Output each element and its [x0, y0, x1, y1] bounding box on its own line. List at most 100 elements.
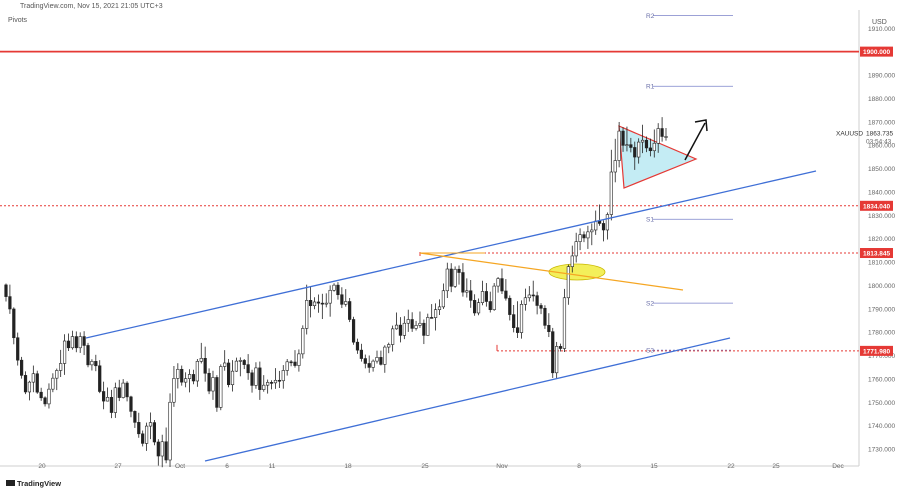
candle-body[interactable]: [152, 422, 157, 443]
candle-body[interactable]: [277, 379, 281, 382]
candle-body[interactable]: [488, 301, 492, 310]
candle-body[interactable]: [437, 306, 442, 310]
candle-body[interactable]: [523, 297, 528, 305]
candle-body[interactable]: [219, 366, 223, 408]
candle-body[interactable]: [238, 360, 242, 362]
candle-body[interactable]: [141, 433, 145, 444]
candle-body[interactable]: [371, 360, 375, 368]
candle-body[interactable]: [211, 377, 215, 392]
candle-body[interactable]: [230, 370, 235, 386]
candle-body[interactable]: [500, 278, 504, 292]
candle-body[interactable]: [109, 397, 114, 413]
candle-body[interactable]: [82, 336, 86, 346]
candle-body[interactable]: [133, 411, 137, 423]
candle-body[interactable]: [168, 401, 172, 461]
channel-upper-line[interactable]: [85, 170, 817, 339]
candle-body[interactable]: [16, 337, 20, 361]
candle-body[interactable]: [258, 367, 262, 390]
candle-body[interactable]: [74, 336, 78, 349]
candle-body[interactable]: [367, 363, 371, 368]
candle-body[interactable]: [625, 144, 629, 146]
channel-lower-line[interactable]: [204, 337, 731, 462]
candle-body[interactable]: [281, 370, 285, 382]
candle-body[interactable]: [582, 234, 586, 239]
candle-body[interactable]: [445, 268, 449, 292]
candle-body[interactable]: [102, 391, 106, 402]
candle-body[interactable]: [433, 309, 438, 318]
candle-body[interactable]: [144, 425, 149, 444]
candle-body[interactable]: [269, 382, 274, 384]
candle-body[interactable]: [137, 422, 141, 435]
candle-body[interactable]: [203, 358, 207, 374]
candle-body[interactable]: [473, 300, 477, 314]
candle-body[interactable]: [664, 136, 668, 138]
candle-body[interactable]: [285, 361, 289, 371]
candle-body[interactable]: [148, 422, 153, 427]
candle-body[interactable]: [297, 353, 301, 366]
candle-body[interactable]: [570, 255, 574, 267]
candle-body[interactable]: [476, 302, 481, 314]
candle-body[interactable]: [164, 441, 168, 461]
candle-body[interactable]: [574, 241, 578, 257]
candle-body[interactable]: [180, 368, 184, 383]
candle-body[interactable]: [519, 304, 524, 333]
candle-body[interactable]: [43, 397, 47, 405]
candle-body[interactable]: [273, 379, 278, 384]
candle-body[interactable]: [351, 319, 356, 343]
candle-body[interactable]: [344, 301, 348, 305]
candle-body[interactable]: [20, 359, 24, 376]
candle-body[interactable]: [527, 294, 531, 299]
candle-body[interactable]: [629, 144, 633, 148]
candle-body[interactable]: [496, 278, 500, 287]
candle-body[interactable]: [227, 362, 231, 386]
candle-body[interactable]: [348, 301, 352, 320]
candle-body[interactable]: [262, 384, 266, 390]
candle-body[interactable]: [121, 382, 125, 398]
candle-body[interactable]: [590, 229, 594, 233]
candle-body[interactable]: [660, 128, 664, 137]
candle-body[interactable]: [492, 285, 496, 310]
candle-body[interactable]: [461, 272, 465, 293]
candle-body[interactable]: [199, 358, 203, 362]
candle-body[interactable]: [207, 372, 211, 392]
candle-body[interactable]: [449, 268, 453, 287]
candle-body[interactable]: [480, 291, 485, 303]
candle-body[interactable]: [504, 290, 508, 299]
candle-body[interactable]: [484, 291, 488, 302]
candle-body[interactable]: [301, 328, 305, 355]
candle-body[interactable]: [551, 331, 555, 374]
candle-body[interactable]: [266, 382, 270, 386]
candle-body[interactable]: [59, 363, 63, 371]
candle-body[interactable]: [430, 317, 434, 319]
candle-body[interactable]: [515, 327, 520, 333]
price-axis[interactable]: 1730.000 1740.000 1750.000 1760.000 1770.000…: [868, 26, 895, 454]
candle-body[interactable]: [250, 372, 254, 386]
candle-body[interactable]: [117, 387, 121, 398]
candle-body[interactable]: [609, 171, 613, 215]
candle-body[interactable]: [8, 296, 12, 310]
candle-body[interactable]: [23, 375, 28, 393]
candle-body[interactable]: [223, 362, 227, 367]
candle-body[interactable]: [234, 360, 239, 372]
candle-body[interactable]: [543, 307, 547, 326]
candle-body[interactable]: [195, 361, 199, 382]
candle-body[interactable]: [359, 349, 363, 359]
candle-body[interactable]: [598, 220, 602, 224]
candle-body[interactable]: [613, 160, 617, 173]
candle-body[interactable]: [363, 358, 367, 364]
candle-body[interactable]: [254, 367, 258, 386]
candle-body[interactable]: [293, 361, 297, 366]
candle-body[interactable]: [66, 340, 71, 349]
candle-body[interactable]: [246, 364, 250, 374]
candle-body[interactable]: [383, 346, 387, 365]
candle-body[interactable]: [648, 147, 652, 152]
candle-body[interactable]: [340, 294, 344, 305]
candle-body[interactable]: [539, 305, 543, 309]
tradingview-logo[interactable]: TradingView: [6, 479, 61, 488]
candle-body[interactable]: [465, 290, 469, 293]
candle-body[interactable]: [215, 377, 219, 408]
candle-body[interactable]: [535, 295, 539, 306]
candle-body[interactable]: [379, 357, 383, 365]
candle-body[interactable]: [309, 300, 313, 307]
candle-body[interactable]: [328, 289, 332, 304]
